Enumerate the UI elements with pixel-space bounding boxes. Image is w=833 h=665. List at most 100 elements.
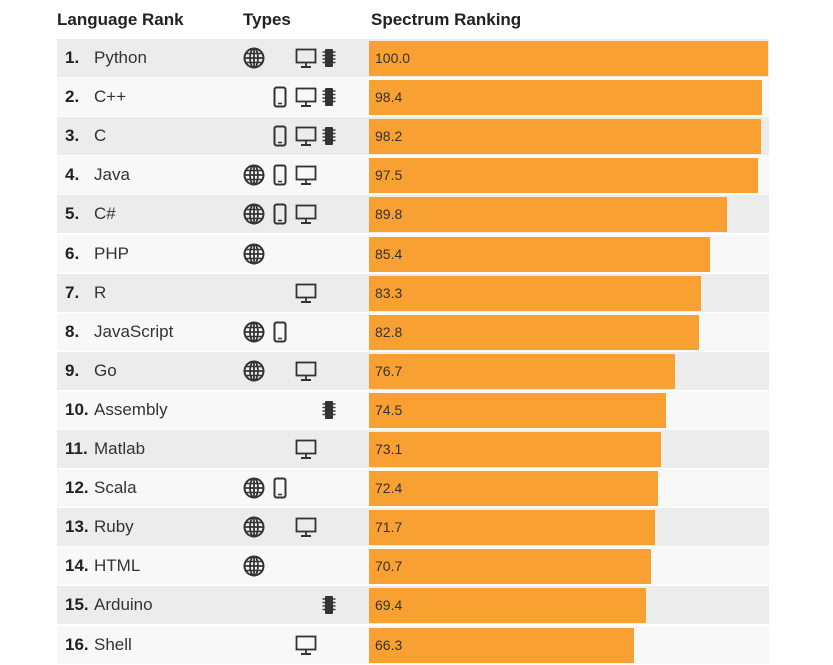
globe-icon — [243, 360, 265, 382]
language-name: Go — [94, 360, 117, 380]
table-row: 16. Shell 66.3 — [57, 625, 769, 664]
rank-number: 9. — [65, 360, 80, 380]
table-row: 14. HTML 70.7 — [57, 547, 769, 586]
language-name: Arduino — [94, 595, 153, 615]
ranking-value: 71.7 — [375, 519, 403, 536]
desktop-icon — [295, 125, 317, 147]
desktop-icon — [295, 203, 317, 225]
rank-number: 12. — [65, 478, 89, 498]
table-row: 7. R 83.3 — [57, 273, 769, 312]
rank-number: 2. — [65, 87, 80, 107]
table-row: 11. Matlab 73.1 — [57, 430, 769, 468]
ranking-value: 83.3 — [375, 284, 403, 301]
language-name: Scala — [94, 478, 137, 498]
table-row: 5. C# 89.8 — [57, 195, 769, 234]
rank-number: 11. — [65, 439, 88, 458]
header-types: Types — [243, 10, 291, 29]
language-name: R — [94, 282, 107, 302]
ranking-value: 66.3 — [375, 636, 403, 653]
rank-number: 6. — [65, 243, 80, 263]
ranking-value: 97.5 — [375, 167, 403, 184]
table-row: 2. C++ 98.4 — [57, 78, 769, 117]
rank-number: 5. — [65, 204, 80, 224]
chip-icon — [322, 125, 336, 146]
desktop-icon — [295, 164, 317, 186]
ranking-value: 76.7 — [375, 362, 403, 379]
desktop-icon — [295, 634, 317, 655]
chip-icon — [322, 399, 336, 419]
globe-icon — [243, 243, 265, 264]
language-name: Ruby — [94, 517, 134, 537]
ranking-bar — [369, 510, 656, 546]
globe-icon — [243, 321, 265, 343]
mobile-icon — [273, 203, 287, 225]
table-row: 6. PHP 85.4 — [57, 234, 769, 273]
mobile-icon — [273, 125, 287, 147]
ranking-bar — [369, 432, 661, 467]
header-spectrum-ranking: Spectrum Ranking — [371, 10, 522, 29]
rank-number: 8. — [65, 321, 80, 341]
ranking-bar — [369, 549, 652, 585]
ranking-value: 89.8 — [375, 206, 403, 223]
table-row: 8. JavaScript 82.8 — [57, 312, 769, 351]
ranking-value: 73.1 — [375, 441, 403, 457]
chip-icon — [322, 86, 336, 107]
ranking-bar — [369, 588, 646, 624]
rank-number: 4. — [65, 165, 80, 185]
rank-number: 7. — [65, 282, 80, 302]
ranking-bar — [369, 275, 702, 311]
desktop-icon — [295, 516, 317, 538]
table-row: 4. Java 97.5 — [57, 156, 769, 195]
chip-icon — [322, 594, 336, 615]
ranking-bar — [369, 119, 761, 155]
language-name: C# — [94, 204, 116, 224]
language-name: Java — [94, 165, 130, 185]
ranking-value: 72.4 — [375, 480, 403, 497]
rank-number: 1. — [65, 48, 80, 67]
ranking-bar — [369, 353, 676, 389]
ranking-bar — [369, 236, 710, 272]
table-row: 12. Scala 72.4 — [57, 469, 769, 508]
ranking-value: 69.4 — [375, 597, 403, 614]
rank-number: 13. — [65, 517, 89, 537]
mobile-icon — [273, 86, 287, 108]
table-row: 15. Arduino 69.4 — [57, 586, 769, 625]
ranking-bar — [369, 80, 762, 116]
ranking-value: 70.7 — [375, 558, 403, 575]
table-row: 9. Go 76.7 — [57, 351, 769, 390]
ranking-bar — [369, 314, 700, 350]
language-name: Python — [94, 48, 147, 67]
rank-number: 15. — [65, 595, 89, 615]
language-name: PHP — [94, 243, 129, 263]
ranking-value: 74.5 — [375, 401, 403, 418]
table-row: 10. Assembly 74.5 — [57, 390, 769, 429]
globe-icon — [243, 555, 265, 577]
rank-number: 14. — [65, 556, 89, 576]
ranking-value: 82.8 — [375, 323, 403, 340]
rank-number: 16. — [65, 634, 89, 654]
mobile-icon — [273, 477, 287, 499]
ranking-value: 100.0 — [375, 50, 411, 66]
ranking-bar — [369, 197, 728, 233]
desktop-icon — [295, 282, 317, 303]
ranking-bar — [369, 627, 634, 663]
rank-number: 10. — [65, 399, 89, 419]
desktop-icon — [295, 47, 317, 68]
language-name: JavaScript — [94, 321, 174, 341]
globe-icon — [243, 516, 265, 538]
table-row: 3. C 98.2 — [57, 117, 769, 156]
table-row: 13. Ruby 71.7 — [57, 508, 769, 547]
language-name: Shell — [94, 634, 132, 654]
globe-icon — [243, 477, 265, 499]
table-row: 1. Python 100.0 — [57, 39, 769, 77]
globe-icon — [243, 47, 265, 69]
rank-number: 3. — [65, 126, 80, 146]
chip-icon — [322, 47, 336, 67]
ranking-bar — [369, 392, 667, 428]
language-name: HTML — [94, 556, 141, 576]
globe-icon — [243, 203, 265, 225]
header-language-rank: Language Rank — [57, 10, 184, 29]
globe-icon — [243, 164, 265, 186]
ranking-value: 98.2 — [375, 128, 403, 145]
